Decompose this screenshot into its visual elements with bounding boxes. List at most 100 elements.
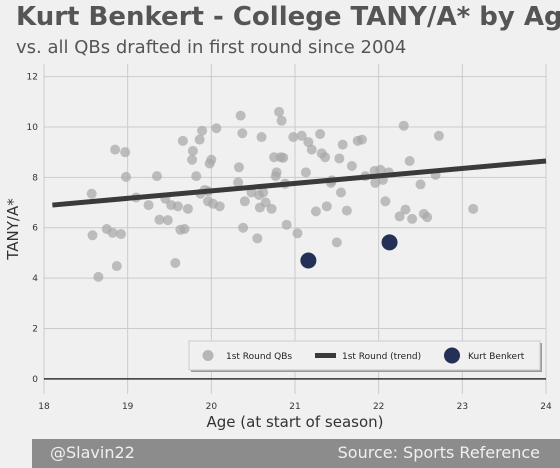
scatter-point bbox=[341, 205, 352, 216]
scatter-point bbox=[151, 171, 162, 182]
scatter-point bbox=[422, 212, 433, 223]
x-tick-label: 23 bbox=[457, 402, 468, 412]
footer-source: Source: Sports Reference bbox=[337, 443, 540, 462]
y-axis-label: TANY/A* bbox=[4, 198, 22, 261]
scatter-point bbox=[177, 135, 188, 146]
scatter-point bbox=[179, 224, 190, 234]
scatter-point bbox=[296, 130, 307, 141]
x-tick-label: 20 bbox=[206, 402, 218, 412]
scatter-point bbox=[120, 147, 131, 158]
scatter-point bbox=[292, 228, 303, 239]
scatter-point bbox=[260, 197, 271, 208]
legend-label-qbs: 1st Round QBs bbox=[226, 352, 292, 362]
scatter-point bbox=[356, 134, 367, 145]
y-tick-label: 4 bbox=[32, 274, 38, 284]
scatter-point bbox=[331, 237, 342, 248]
scatter-point bbox=[303, 137, 314, 148]
scatter-point bbox=[370, 177, 381, 188]
legend-label-trend: 1st Round (trend) bbox=[342, 352, 421, 362]
chart-subtitle: vs. all QBs drafted in first round since… bbox=[16, 37, 407, 58]
x-tick-label: 21 bbox=[289, 402, 300, 412]
footer-credit: @Slavin22 bbox=[50, 443, 135, 462]
x-tick-label: 24 bbox=[540, 402, 552, 412]
scatter-point bbox=[468, 203, 479, 214]
scatter-point bbox=[281, 219, 292, 230]
y-tick-label: 10 bbox=[27, 123, 39, 133]
scatter-point bbox=[320, 152, 331, 163]
scatter-point bbox=[394, 211, 405, 222]
scatter-point bbox=[170, 258, 181, 269]
scatter-point bbox=[111, 261, 122, 272]
scatter-point bbox=[107, 227, 118, 238]
scatter-point bbox=[211, 123, 222, 134]
scatter-point bbox=[182, 203, 193, 214]
scatter-point bbox=[206, 154, 217, 165]
y-tick-label: 2 bbox=[32, 325, 38, 335]
scatter-point bbox=[258, 187, 269, 198]
scatter-point bbox=[194, 134, 205, 145]
highlight-point bbox=[381, 234, 398, 251]
scatter-point bbox=[266, 203, 277, 214]
y-tick-label: 0 bbox=[32, 375, 38, 385]
scatter-point bbox=[233, 162, 244, 173]
scatter-point bbox=[191, 171, 202, 182]
scatter-point bbox=[172, 201, 183, 212]
y-tick-label: 12 bbox=[27, 73, 38, 83]
y-tick-label: 8 bbox=[32, 173, 38, 183]
scatter-point bbox=[375, 164, 386, 175]
scatter-point bbox=[310, 206, 321, 217]
scatter-point bbox=[237, 128, 248, 139]
legend-marker-qbs bbox=[202, 350, 214, 361]
footer-bar: @Slavin22 Source: Sports Reference bbox=[32, 439, 560, 468]
scatter-point bbox=[334, 153, 345, 164]
scatter-point bbox=[300, 167, 311, 178]
scatter-point bbox=[380, 196, 391, 207]
scatter-point bbox=[187, 145, 198, 156]
scatter-point bbox=[143, 200, 154, 211]
scatter-point bbox=[233, 177, 244, 188]
chart-title: Kurt Benkert - College TANY/A* by Age bbox=[16, 2, 560, 32]
scatter-point bbox=[87, 230, 98, 241]
scatter-point bbox=[162, 215, 173, 226]
legend-box bbox=[188, 340, 541, 371]
scatter-point bbox=[278, 152, 289, 163]
scatter-point bbox=[93, 271, 104, 282]
scatter-point bbox=[336, 187, 347, 198]
scatter-point bbox=[115, 229, 126, 240]
scatter-point bbox=[276, 115, 287, 126]
x-tick-label: 19 bbox=[122, 402, 134, 412]
x-tick-label: 22 bbox=[373, 402, 384, 412]
scatter-point bbox=[346, 161, 357, 172]
scatter-point bbox=[86, 188, 97, 199]
scatter-point bbox=[337, 139, 348, 150]
scatter-point bbox=[154, 214, 165, 225]
scatter-point bbox=[404, 155, 415, 166]
trend-line bbox=[52, 158, 547, 208]
scatter-point bbox=[197, 125, 208, 136]
scatter-point bbox=[321, 201, 332, 212]
scatter-point bbox=[239, 196, 250, 207]
scatter-point bbox=[187, 154, 198, 165]
scatter-point bbox=[252, 233, 263, 244]
scatter-point bbox=[315, 129, 326, 140]
y-tick-label: 6 bbox=[32, 224, 38, 234]
scatter-point bbox=[110, 144, 121, 155]
legend-marker-benkert bbox=[444, 347, 460, 364]
scatter-point bbox=[274, 106, 285, 117]
highlight-point bbox=[300, 252, 317, 269]
scatter-point bbox=[433, 130, 444, 141]
scatter-point bbox=[256, 132, 267, 143]
scatter-point bbox=[400, 204, 411, 215]
scatter-point bbox=[398, 120, 409, 131]
scatter-point bbox=[271, 167, 282, 178]
scatter-point bbox=[415, 179, 426, 190]
x-tick-label: 18 bbox=[38, 402, 50, 412]
scatter-point bbox=[288, 132, 299, 143]
scatter-point bbox=[238, 222, 249, 233]
scatter-point bbox=[407, 213, 418, 224]
x-axis-label: Age (at start of season) bbox=[207, 413, 384, 431]
scatter-point bbox=[235, 110, 246, 121]
scatter-point bbox=[214, 201, 225, 212]
scatter-point bbox=[306, 144, 317, 155]
